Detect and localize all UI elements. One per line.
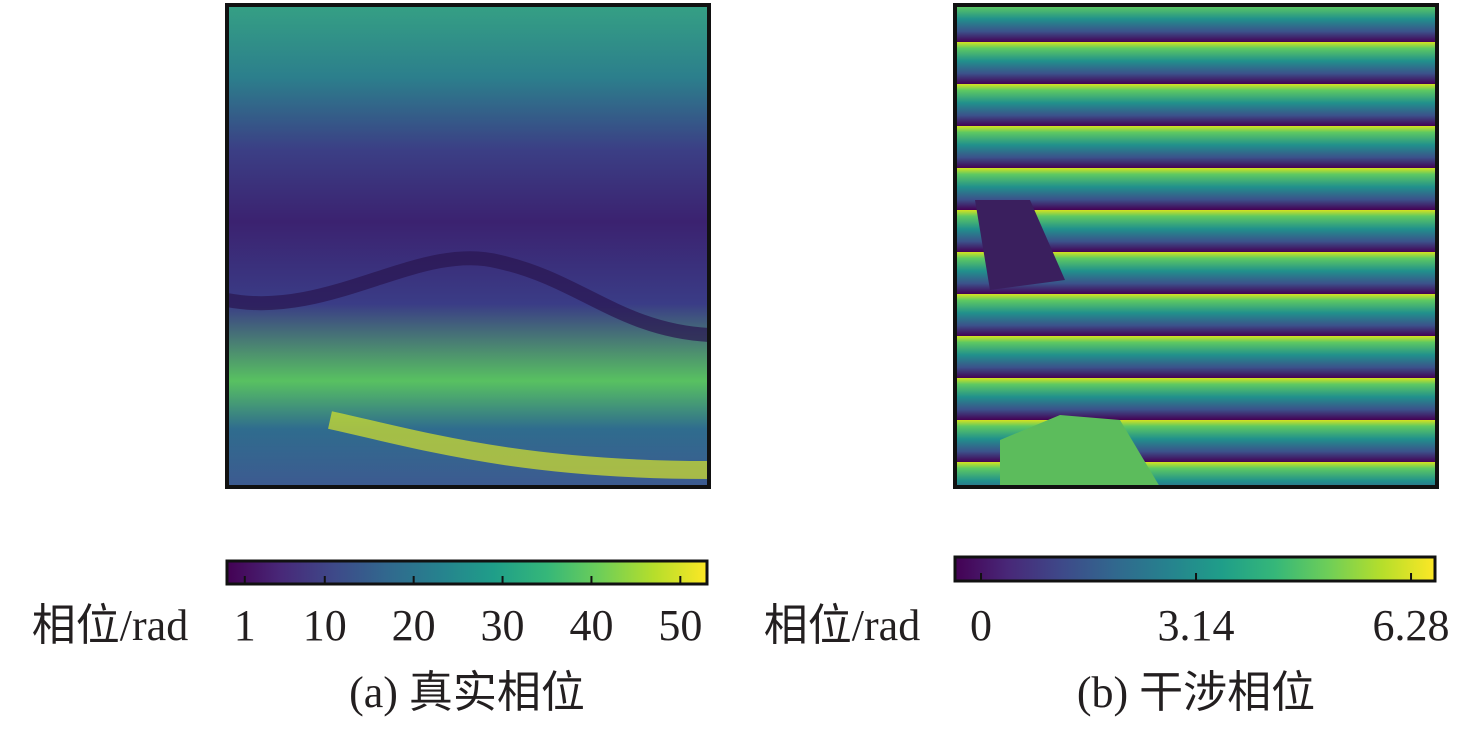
panel-a-image: [225, 3, 711, 489]
panel-caption: (b) 干涉相位: [1077, 668, 1315, 717]
colorbar-tick-label: 6.28: [1373, 601, 1450, 650]
panel-b-image: [953, 3, 1439, 489]
colorbar-tick-label: 0: [970, 601, 992, 650]
colorbar-label: 相位/rad: [32, 601, 188, 650]
colorbar-tick-label: 20: [392, 601, 436, 650]
colorbar: [225, 559, 709, 586]
colorbar-tick-label: 1: [234, 601, 256, 650]
colorbar-tick-label: 50: [658, 601, 702, 650]
colorbar-tick-label: 10: [303, 601, 347, 650]
colorbar-tick-label: 3.14: [1158, 601, 1235, 650]
panel-caption: (a) 真实相位: [349, 668, 585, 717]
colorbar-label: 相位/rad: [764, 601, 920, 650]
colorbar-tick-label: 30: [481, 601, 525, 650]
colorbar-tick-label: 40: [569, 601, 613, 650]
colorbar: [953, 555, 1437, 583]
